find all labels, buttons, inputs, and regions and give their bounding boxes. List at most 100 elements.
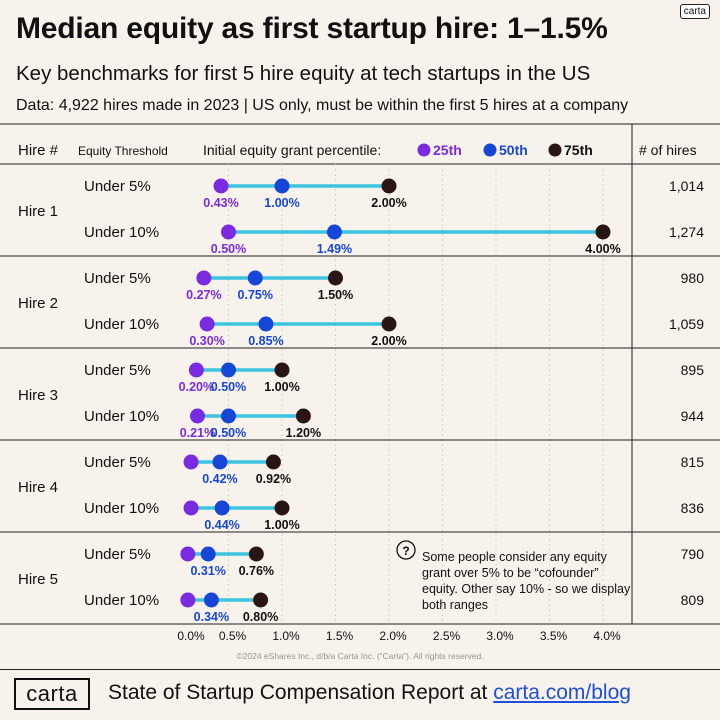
dot-p75 (328, 270, 343, 286)
x-tick-label: 3.0% (486, 629, 514, 643)
hires-count: 815 (681, 454, 705, 470)
hire-label: Hire 1 (18, 203, 58, 220)
label-p75: 1.20% (286, 426, 321, 440)
label-p25: 0.43% (203, 196, 238, 210)
threshold-label: Under 10% (84, 316, 159, 333)
label-p50: 0.75% (238, 288, 273, 302)
dot-p25 (183, 454, 199, 470)
column-header-threshold: Equity Threshold (78, 144, 168, 158)
dot-p25 (199, 316, 215, 332)
threshold-label: Under 5% (84, 362, 151, 379)
label-p50: 1.49% (317, 242, 352, 256)
dot-p50 (200, 546, 216, 562)
dot-p50 (214, 500, 230, 516)
hires-count: 790 (681, 546, 705, 562)
label-p50: 0.85% (248, 334, 283, 348)
legend-dot-2 (548, 143, 562, 157)
label-p50: 0.42% (202, 472, 237, 486)
label-p75: 1.00% (264, 518, 299, 532)
label-p75: 0.76% (239, 564, 274, 578)
label-p25: 0.21% (180, 426, 215, 440)
label-p50: 0.50% (211, 380, 246, 394)
threshold-label: Under 10% (84, 224, 159, 241)
threshold-label: Under 10% (84, 408, 159, 425)
x-tick-label: 1.0% (272, 629, 300, 643)
dot-p75 (265, 454, 281, 470)
label-p75: 4.00% (585, 242, 620, 256)
question-icon-glyph: ? (402, 544, 409, 558)
dot-p50 (221, 408, 236, 424)
threshold-label: Under 5% (84, 270, 151, 287)
label-p50: 0.44% (204, 518, 239, 532)
label-p25: 0.50% (211, 242, 246, 256)
dot-p50 (274, 178, 290, 194)
footer-text: State of Startup Compensation Report at … (108, 681, 631, 705)
dot-p25 (221, 224, 236, 240)
hire-label: Hire 4 (18, 479, 58, 496)
page-title: Median equity as first startup hire: 1–1… (16, 12, 608, 45)
x-tick-label: 2.0% (379, 629, 407, 643)
label-p50: 0.34% (194, 610, 229, 624)
label-p25: 0.20% (179, 380, 214, 394)
dot-p75 (253, 592, 269, 608)
x-tick-label: 0.0% (177, 629, 205, 643)
x-tick-label: 4.0% (593, 629, 621, 643)
dot-p25 (183, 500, 199, 516)
question-icon (396, 540, 416, 560)
label-p75: 0.80% (243, 610, 278, 624)
hires-count: 1,014 (669, 178, 704, 194)
threshold-label: Under 5% (84, 178, 151, 195)
legend-label-2: 75th (564, 142, 593, 158)
dot-p25 (180, 592, 196, 608)
threshold-label: Under 5% (84, 454, 151, 471)
x-tick-label: 1.5% (326, 629, 354, 643)
threshold-label: Under 10% (84, 500, 159, 517)
dot-p50 (203, 592, 219, 608)
dot-p50 (221, 362, 236, 378)
label-p50: 0.50% (211, 426, 246, 440)
dot-p75 (274, 500, 290, 516)
hire-label: Hire 2 (18, 295, 58, 312)
dot-p50 (258, 316, 274, 332)
copyright-text: ©2024 eShares Inc., d/b/a Carta Inc. (“C… (236, 651, 483, 661)
threshold-label: Under 10% (84, 592, 159, 609)
dot-p25 (180, 546, 196, 562)
footer: carta State of Startup Compensation Repo… (0, 669, 720, 720)
hires-count: 1,274 (669, 224, 704, 240)
hire-label: Hire 3 (18, 387, 58, 404)
dot-p25 (189, 408, 205, 424)
dot-p75 (381, 178, 397, 194)
label-p75: 2.00% (371, 196, 406, 210)
label-p75: 1.00% (264, 380, 299, 394)
legend-label-1: 50th (499, 142, 528, 158)
label-p50: 0.31% (190, 564, 225, 578)
hires-count: 980 (681, 270, 705, 286)
dot-p75 (274, 362, 290, 378)
dot-p50 (247, 270, 263, 286)
equity-chart: Hire # Equity Threshold Initial equity gra… (0, 123, 720, 661)
dot-p25 (188, 362, 204, 378)
brand-tag: carta (679, 4, 710, 19)
data-note: Data: 4,922 hires made in 2023 | US only… (16, 97, 629, 114)
dot-p25 (213, 178, 229, 194)
hires-count: 836 (681, 500, 705, 516)
x-tick-label: 2.5% (433, 629, 461, 643)
carta-logo: carta (14, 678, 90, 710)
dot-p75 (595, 224, 611, 240)
dot-p25 (196, 270, 212, 286)
label-p50: 1.00% (264, 196, 299, 210)
threshold-label: Under 5% (84, 546, 151, 563)
footer-label: State of Startup Compensation Report at (108, 681, 494, 704)
footer-link[interactable]: carta.com/blog (493, 681, 631, 704)
label-p75: 1.50% (318, 288, 353, 302)
hires-count: 1,059 (669, 316, 704, 332)
hires-count: 809 (681, 592, 705, 608)
dot-p75 (381, 316, 397, 332)
callout-text: Some people consider any equity grant ov… (422, 550, 631, 612)
legend-dot-0 (417, 143, 431, 157)
page-subtitle: Key benchmarks for first 5 hire equity a… (16, 62, 591, 85)
label-p75: 2.00% (371, 334, 406, 348)
hires-count: 944 (681, 408, 705, 424)
column-header-hires: # of hires (639, 142, 697, 158)
dot-p75 (295, 408, 311, 424)
